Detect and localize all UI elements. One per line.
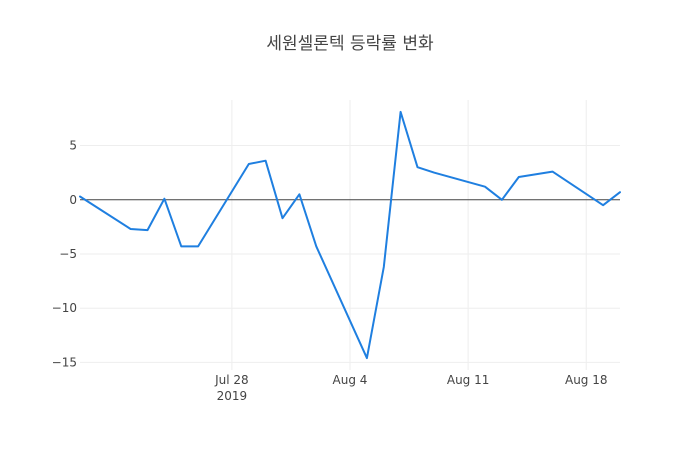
x-tick-year-label: 2019 [217, 389, 248, 403]
x-tick-label: Aug 18 [565, 373, 608, 387]
x-axis: Jul 28 2019 Aug 4 Aug 11 Aug 18 [214, 373, 607, 403]
chart-title: 세원셀론텍 등락률 변화 [266, 34, 434, 54]
y-tick-label: 0 [69, 193, 77, 207]
x-tick-label: Aug 4 [333, 373, 368, 387]
series-line [79, 110, 621, 360]
x-tick-label: Aug 11 [447, 373, 490, 387]
y-tick-label: −15 [52, 355, 77, 369]
y-tick-label: −10 [52, 301, 77, 315]
grid [80, 100, 620, 370]
y-tick-label: 5 [69, 139, 77, 153]
y-tick-label: −5 [59, 247, 77, 261]
series-layer [79, 110, 621, 360]
y-axis: 5 0 −5 −10 −15 [52, 139, 77, 370]
x-tick-label: Jul 28 [214, 373, 249, 387]
